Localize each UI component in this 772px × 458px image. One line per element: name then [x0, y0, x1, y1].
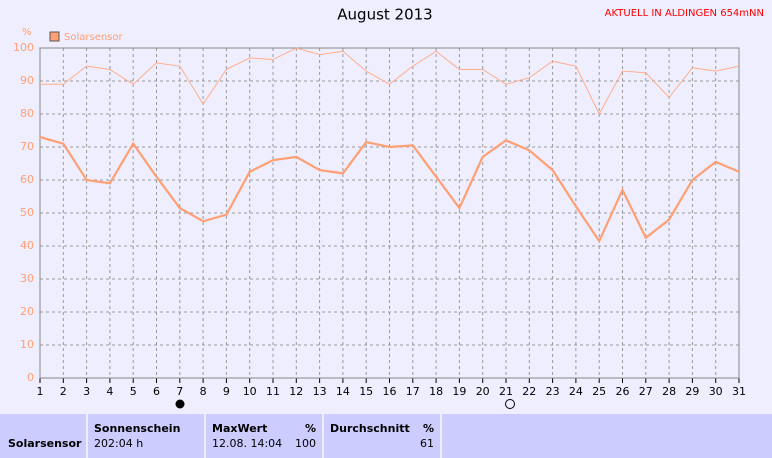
x-tick-label: 28 — [662, 385, 676, 398]
col-unit: % — [304, 422, 316, 435]
chart: August 2013 AKTUELL IN ALDINGEN 654mNN %… — [13, 6, 764, 409]
cell: MaxWert % 12.08. 14:04 100 — [206, 414, 324, 458]
x-tick-label: 21 — [499, 385, 513, 398]
y-label: % — [22, 27, 32, 38]
plot-frame — [39, 47, 740, 379]
cell-value: 61 — [420, 437, 434, 450]
subtitle: AKTUELL IN ALDINGEN 654mNN — [605, 8, 764, 19]
x-tick-label: 8 — [200, 385, 207, 398]
col-header: MaxWert — [212, 422, 268, 435]
x-tick-label: 19 — [452, 385, 466, 398]
x-tick-label: 14 — [336, 385, 350, 398]
x-tick-label: 26 — [616, 385, 630, 398]
cell-value: 100 — [295, 437, 316, 450]
x-tick-label: 24 — [569, 385, 583, 398]
x-tick-label: 6 — [153, 385, 160, 398]
x-tick-label: 18 — [429, 385, 443, 398]
row-label: Solarsensor — [8, 437, 82, 450]
legend-label: Solarsensor — [64, 32, 124, 43]
x-tick-label: 30 — [709, 385, 723, 398]
col-header: Durchschnitt — [330, 422, 410, 435]
x-tick-label: 31 — [732, 385, 746, 398]
cell-value: 202:04 h — [94, 437, 144, 450]
y-tick-label: 60 — [20, 173, 34, 186]
y-tick-label: 90 — [20, 74, 34, 87]
x-tick-label: 5 — [130, 385, 137, 398]
x-tick-label: 4 — [106, 385, 113, 398]
x-tick-label: 3 — [83, 385, 90, 398]
x-tick-label: 13 — [313, 385, 327, 398]
x-tick-label: 12 — [289, 385, 303, 398]
col-header: Sonnenschein — [94, 422, 181, 435]
legend-swatch — [49, 31, 60, 42]
y-tick-label: 10 — [20, 338, 34, 351]
series-line — [40, 47, 740, 116]
row-cell: Solarsensor — [0, 414, 88, 458]
x-tick-label: 20 — [476, 385, 490, 398]
x-tick-label: 22 — [522, 385, 536, 398]
cell: Durchschnitt % 61 — [324, 414, 442, 458]
y-tick-label: 80 — [20, 107, 34, 120]
x-tick-label: 16 — [383, 385, 397, 398]
stats-table: Solarsensor Sonnenschein 202:04 h MaxWer… — [0, 414, 772, 458]
y-tick-label: 0 — [27, 371, 34, 384]
cell-value: 12.08. 14:04 — [212, 437, 283, 450]
y-tick-label: 100 — [13, 41, 34, 54]
y-tick-label: 50 — [20, 206, 34, 219]
x-tick-label: 25 — [592, 385, 606, 398]
x-tick-label: 2 — [60, 385, 67, 398]
x-tick-label: 11 — [266, 385, 280, 398]
x-tick-label: 7 — [176, 385, 183, 398]
x-tick-label: 29 — [685, 385, 699, 398]
chart-title: August 2013 — [337, 6, 432, 24]
y-tick-label: 30 — [20, 272, 34, 285]
x-tick-label: 17 — [406, 385, 420, 398]
series-line — [39, 136, 740, 244]
x-tick-label: 23 — [546, 385, 560, 398]
x-tick-label: 9 — [223, 385, 230, 398]
y-tick-label: 20 — [20, 305, 34, 318]
x-tick-label: 27 — [639, 385, 653, 398]
cell: Sonnenschein 202:04 h — [88, 414, 206, 458]
x-tick-label: 1 — [37, 385, 44, 398]
y-tick-label: 70 — [20, 140, 34, 153]
x-tick-label: 15 — [359, 385, 373, 398]
moon-new — [175, 399, 185, 409]
x-tick-label: 10 — [243, 385, 257, 398]
col-unit: % — [422, 422, 434, 435]
y-tick-label: 40 — [20, 239, 34, 252]
moon-full — [505, 399, 515, 409]
